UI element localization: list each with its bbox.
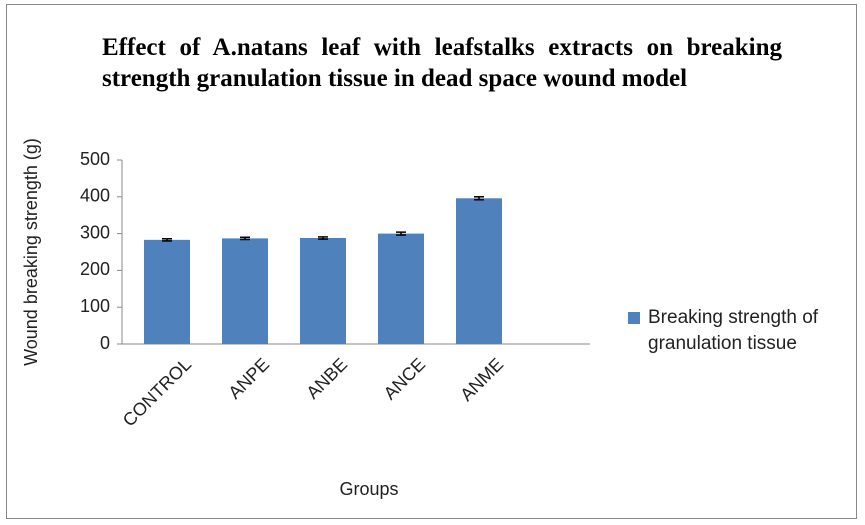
x-tick-label: ANCE [380, 354, 430, 404]
y-tick-label: 400 [80, 186, 110, 206]
x-tick-label: ANME [456, 354, 507, 405]
chart-frame [6, 4, 857, 519]
error-bar [396, 231, 406, 236]
x-tick-label: ANPE [224, 354, 273, 403]
bar [144, 239, 190, 344]
legend-swatch [628, 312, 640, 324]
y-tick-label: 500 [80, 149, 110, 169]
x-axis-label: Groups [339, 479, 398, 499]
error-bar [162, 238, 172, 242]
chart-title: Effect of A.natans leaf with leafstalks … [102, 34, 782, 92]
bar [300, 238, 346, 344]
x-tick-label: ANBE [302, 354, 351, 403]
y-tick-label: 300 [80, 222, 110, 242]
bar [222, 238, 268, 344]
y-tick-label: 200 [80, 259, 110, 279]
error-bar [240, 236, 250, 241]
y-axis-label: Wound breaking strength (g) [21, 138, 41, 366]
x-tick-label: CONTROL [119, 354, 195, 430]
y-tick-label: 0 [100, 333, 110, 353]
error-bar [474, 196, 484, 201]
y-tick-label: 100 [80, 296, 110, 316]
bar [378, 233, 424, 344]
error-bar [318, 236, 328, 240]
legend-label: Breaking strength of granulation tissue [648, 307, 819, 354]
bar [456, 198, 502, 344]
